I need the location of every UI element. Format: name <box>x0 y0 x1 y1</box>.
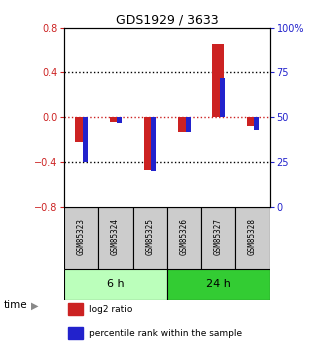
Bar <box>144 117 156 170</box>
Bar <box>178 117 190 132</box>
Text: 6 h: 6 h <box>107 279 124 289</box>
Bar <box>99 207 133 269</box>
Bar <box>151 117 156 171</box>
Bar <box>68 327 83 339</box>
Text: log2 ratio: log2 ratio <box>89 305 132 314</box>
Text: GSM85328: GSM85328 <box>248 218 257 255</box>
Text: ▶: ▶ <box>30 300 38 310</box>
Bar <box>109 117 122 122</box>
Bar <box>220 78 225 117</box>
Bar <box>201 207 235 269</box>
Bar <box>254 117 259 130</box>
Text: time: time <box>3 300 27 310</box>
Text: GSM85324: GSM85324 <box>111 218 120 255</box>
Text: GSM85327: GSM85327 <box>214 218 223 255</box>
Bar <box>75 117 87 142</box>
Text: GSM85326: GSM85326 <box>179 218 188 255</box>
Bar <box>64 269 167 299</box>
Text: GSM85325: GSM85325 <box>145 218 154 255</box>
Text: 24 h: 24 h <box>206 279 231 289</box>
Bar <box>117 117 122 123</box>
Bar <box>167 207 201 269</box>
Bar <box>68 303 83 315</box>
Title: GDS1929 / 3633: GDS1929 / 3633 <box>116 13 218 27</box>
Bar <box>64 207 99 269</box>
Text: percentile rank within the sample: percentile rank within the sample <box>89 329 242 338</box>
Bar <box>167 269 270 299</box>
Bar <box>235 207 270 269</box>
Bar <box>133 207 167 269</box>
Bar <box>83 117 88 162</box>
Bar <box>186 117 191 132</box>
Bar <box>247 117 258 126</box>
Text: GSM85323: GSM85323 <box>77 218 86 255</box>
Bar <box>212 45 224 117</box>
